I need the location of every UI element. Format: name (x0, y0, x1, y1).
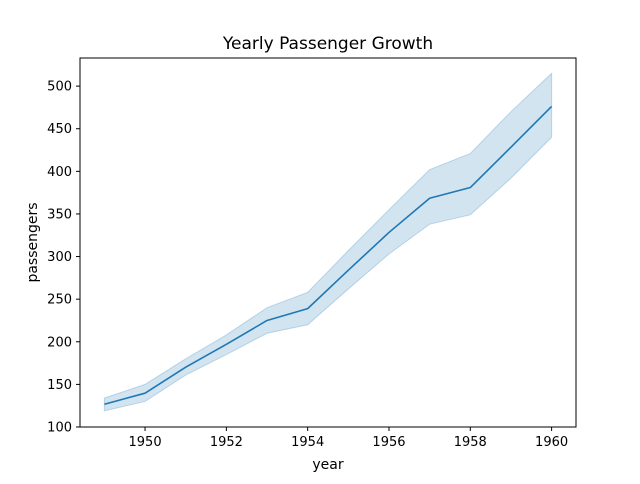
y-tick-label: 100 (47, 421, 72, 436)
x-tick-label: 1960 (535, 435, 568, 450)
x-tick-label: 1952 (210, 435, 243, 450)
y-tick-label: 350 (47, 207, 72, 222)
x-tick-label: 1956 (372, 435, 405, 450)
y-tick-label: 300 (47, 250, 72, 265)
y-axis-ticks: 100 150 200 250 300 350 400 450 500 (47, 80, 80, 436)
chart-title: Yearly Passenger Growth (222, 34, 433, 54)
data-point (266, 319, 268, 321)
x-tick-label: 1954 (291, 435, 324, 450)
y-tick-label: 200 (47, 335, 72, 350)
y-tick-label: 150 (47, 378, 72, 393)
x-axis-ticks: 1950 1952 1954 1956 1958 1960 (129, 427, 568, 450)
x-tick-label: 1950 (129, 435, 162, 450)
data-point (429, 197, 431, 199)
data-point (185, 366, 187, 368)
confidence-band-layer (103, 72, 553, 412)
x-axis-label: year (312, 457, 343, 473)
data-point (225, 343, 227, 345)
y-tick-label: 250 (47, 293, 72, 308)
confidence-band-0 (103, 72, 553, 412)
y-axis-label: passengers (25, 202, 41, 282)
data-point (347, 269, 349, 271)
y-tick-label: 400 (47, 165, 72, 180)
axes: 1950 1952 1954 1956 1958 1960 100 150 200 250 300… (47, 57, 577, 450)
series-line-layer (103, 105, 553, 406)
data-point (103, 403, 105, 405)
data-point (510, 146, 512, 148)
series-line-0 (104, 105, 553, 406)
axes-frame (79, 57, 577, 428)
x-tick-label: 1958 (454, 435, 487, 450)
data-point (469, 187, 471, 189)
y-tick-label: 500 (47, 80, 72, 95)
data-point (551, 105, 553, 107)
data-point (388, 231, 390, 233)
data-point (307, 308, 309, 310)
data-point (144, 392, 146, 394)
y-tick-label: 450 (47, 122, 72, 137)
